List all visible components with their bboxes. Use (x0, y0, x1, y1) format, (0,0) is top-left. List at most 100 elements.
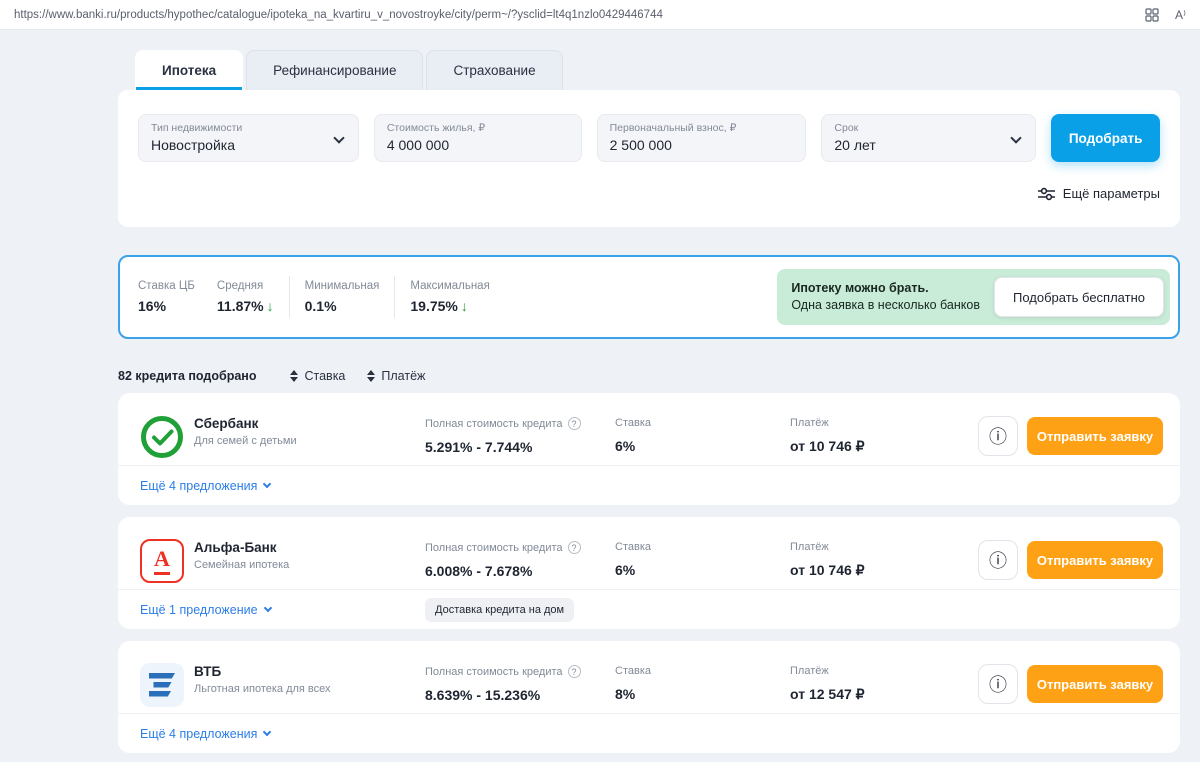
field-label: Стоимость жилья, ₽ (386, 122, 486, 134)
read-aloud-icon[interactable]: A⁾ (1175, 7, 1186, 22)
promo-banner: Ипотеку можно брать. Одна заявка в неско… (777, 269, 1170, 325)
sort-by-rate[interactable]: Ставка (290, 369, 345, 383)
full-cost-label: Полная стоимость кредита (425, 417, 563, 430)
more-offers-label: Ещё 4 предложения (140, 478, 258, 493)
payment-value: от 10 746 ₽ (790, 562, 865, 578)
page-background: Ипотека Рефинансирование Страхование Тип… (0, 30, 1200, 762)
page-url[interactable]: https://www.banki.ru/products/hypothec/c… (14, 8, 663, 21)
payment-value: от 10 746 ₽ (790, 438, 865, 454)
more-offers-label: Ещё 1 предложение (140, 602, 258, 617)
bank-product: Семейная ипотека (194, 559, 290, 571)
sort-icon (290, 370, 299, 382)
sberbank-logo (140, 415, 184, 459)
help-icon[interactable]: ? (567, 417, 581, 430)
vtb-logo (140, 663, 184, 707)
stat-value: 19.75% (410, 298, 458, 314)
stat-value: 11.87% (216, 298, 264, 314)
results-count: 82 кредита подобрано (118, 369, 257, 383)
stat-label: Максимальная (410, 280, 490, 292)
search-button[interactable]: Подобрать (1051, 114, 1160, 162)
payment-label: Платёж (790, 665, 829, 677)
rate-label: Ставка (615, 541, 651, 553)
more-offers-link[interactable]: Ещё 4 предложения (140, 726, 272, 741)
payment-value: от 12 547 ₽ (790, 686, 865, 702)
bank-name: Сбербанк (194, 416, 259, 431)
more-offers-label: Ещё 4 предложения (140, 726, 258, 741)
bank-card-alfabank: А Альфа-Банк Семейная ипотека Полная сто… (118, 517, 1180, 629)
tab-strakhovanie[interactable]: Страхование (426, 50, 563, 90)
apply-button[interactable]: Отправить заявку (1027, 417, 1163, 455)
apply-button[interactable]: Отправить заявку (1027, 541, 1163, 579)
help-icon[interactable]: ? (567, 665, 581, 678)
sort-label: Платёж (381, 369, 426, 383)
info-button[interactable]: ⓘ (978, 664, 1018, 704)
sort-by-payment[interactable]: Платёж (367, 369, 425, 383)
payment-label: Платёж (790, 417, 829, 429)
rate-label: Ставка (615, 417, 651, 429)
stat-average-rate: Средняя 11.87% ↓ (217, 280, 274, 314)
divider (394, 276, 396, 318)
field-value: 20 лет (834, 137, 876, 153)
field-value: Новостройка (151, 137, 235, 153)
trend-down-icon: ↓ (460, 298, 468, 314)
more-offers-link[interactable]: Ещё 4 предложения (140, 478, 272, 493)
stat-label: Средняя (216, 280, 264, 292)
stat-value: 16% (138, 298, 167, 314)
stat-cb-rate: Ставка ЦБ 16% (138, 280, 195, 314)
chevron-down-icon (1010, 132, 1022, 144)
full-cost-value: 5.291% - 7.744% (425, 439, 533, 455)
sort-label: Ставка (304, 369, 346, 383)
stat-min-rate: Минимальная 0.1% (305, 280, 380, 314)
field-label: Тип недвижимости (151, 122, 243, 134)
chevron-down-icon (333, 132, 345, 144)
more-params-link[interactable]: Ещё параметры (138, 186, 1160, 201)
full-cost-label: Полная стоимость кредита (425, 665, 563, 678)
more-offers-link[interactable]: Ещё 1 предложение (140, 602, 272, 617)
tab-ipoteka[interactable]: Ипотека (135, 50, 244, 90)
divider (288, 276, 290, 318)
property-type-select[interactable]: Тип недвижимости Новостройка (138, 114, 359, 162)
field-value: 2 500 000 (609, 137, 672, 153)
rate-label: Ставка (615, 665, 651, 677)
split-screen-icon[interactable] (1145, 7, 1159, 22)
trend-down-icon: ↓ (266, 298, 274, 314)
full-cost-value: 8.639% - 15.236% (425, 687, 541, 703)
alfa-letter: А (154, 545, 170, 571)
full-cost-label: Полная стоимость кредита (425, 541, 563, 554)
full-cost-value: 6.008% - 7.678% (425, 563, 533, 579)
delivery-badge: Доставка кредита на дом (425, 598, 575, 622)
bank-card-sberbank: Сбербанк Для семей с детьми Полная стоим… (118, 393, 1180, 505)
tab-label: Ипотека (162, 63, 217, 78)
field-label: Первоначальный взнос, ₽ (609, 122, 737, 134)
results-header: 82 кредита подобрано Ставка Платёж (118, 369, 1180, 383)
tab-label: Рефинансирование (273, 63, 397, 78)
field-value: 4 000 000 (386, 137, 450, 153)
term-select[interactable]: Срок 20 лет (821, 114, 1037, 162)
sliders-icon (1037, 187, 1055, 201)
filter-card: Тип недвижимости Новостройка Стоимость ж… (118, 90, 1180, 227)
info-button[interactable]: ⓘ (978, 416, 1018, 456)
bank-card-vtb: ВТБ Льготная ипотека для всех Полная сто… (118, 641, 1180, 753)
info-button[interactable]: ⓘ (978, 540, 1018, 580)
rate-value: 6% (615, 562, 636, 578)
bank-product: Льготная ипотека для всех (194, 683, 331, 695)
bank-name: ВТБ (194, 664, 222, 679)
alfabank-logo: А (140, 539, 184, 583)
apply-button[interactable]: Отправить заявку (1027, 665, 1163, 703)
stat-label: Минимальная (304, 280, 380, 292)
chevron-down-icon (263, 727, 272, 737)
down-payment-input[interactable]: Первоначальный взнос, ₽ 2 500 000 (596, 114, 807, 162)
product-tabs: Ипотека Рефинансирование Страхование (135, 50, 1180, 90)
promo-subtitle: Одна заявка в несколько банков (791, 298, 980, 312)
property-cost-input[interactable]: Стоимость жилья, ₽ 4 000 000 (373, 114, 582, 162)
help-icon[interactable]: ? (567, 541, 581, 554)
tab-refinansirovanie[interactable]: Рефинансирование (246, 50, 424, 90)
bank-name: Альфа-Банк (194, 540, 277, 555)
chevron-down-icon (263, 479, 272, 489)
browser-address-bar[interactable]: https://www.banki.ru/products/hypothec/c… (0, 0, 1200, 30)
rate-value: 6% (615, 438, 636, 454)
stat-label: Ставка ЦБ (138, 280, 195, 292)
promo-button[interactable]: Подобрать бесплатно (993, 277, 1164, 317)
payment-label: Платёж (790, 541, 829, 553)
more-params-label: Ещё параметры (1062, 186, 1160, 201)
